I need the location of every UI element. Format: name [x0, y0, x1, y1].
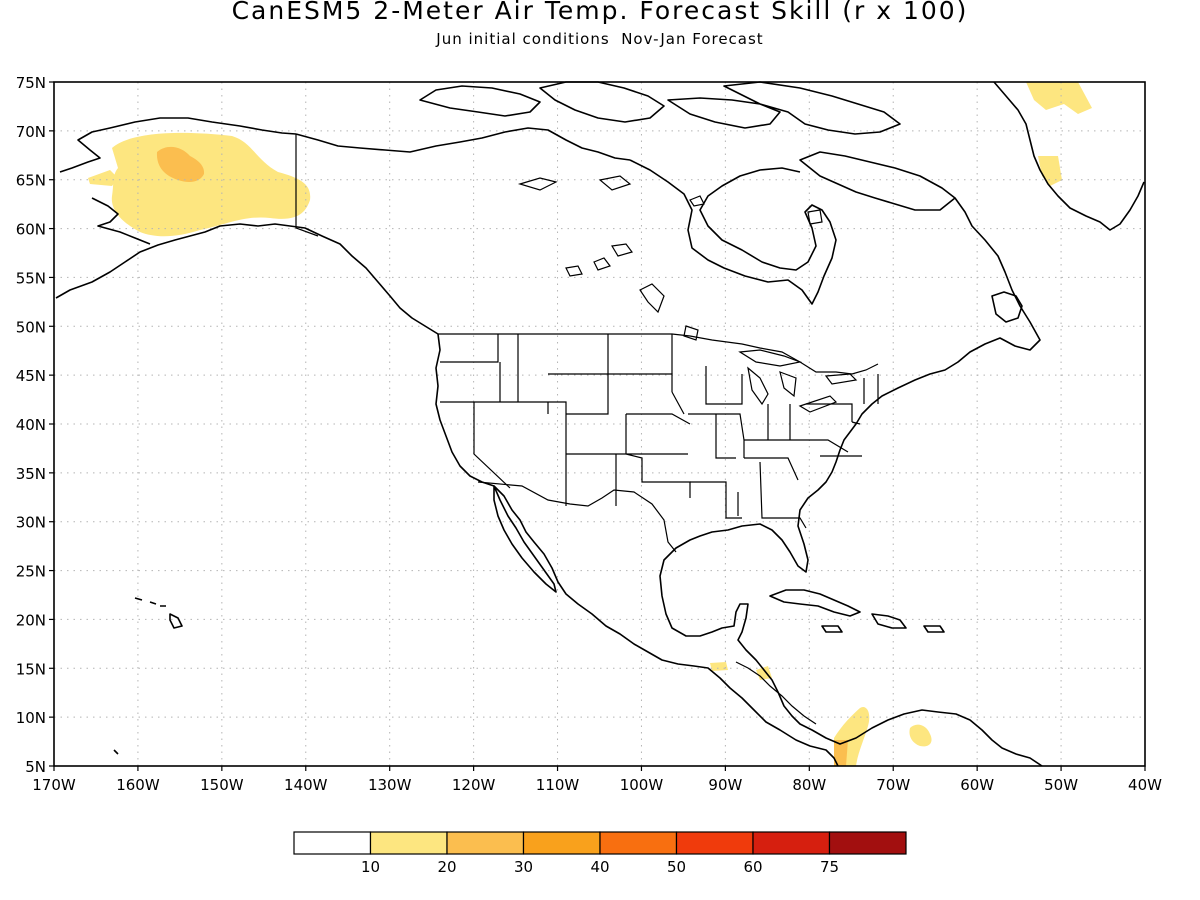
lat-tick-label: 20N: [16, 611, 46, 629]
lon-tick-label: 170W: [32, 776, 76, 794]
border-alaska-canada: [295, 134, 319, 237]
coast-labrador-atlantic: [659, 197, 1043, 767]
coast-hawaii: [113, 597, 183, 755]
lat-tick-label: 35N: [16, 465, 46, 483]
coast-alaska-west: [91, 197, 151, 245]
lat-tick-label: 5N: [25, 758, 46, 776]
lat-tick-label: 10N: [16, 709, 46, 727]
coast-newfoundland: [991, 291, 1023, 323]
lon-tick-label: 40W: [1128, 776, 1162, 794]
lon-tick-label: 140W: [284, 776, 328, 794]
colorbar-label: 75: [820, 858, 839, 876]
lon-tick-label: 60W: [960, 776, 994, 794]
skill-region-colombia-core: [834, 740, 848, 766]
lat-tick-label: 60N: [16, 221, 46, 239]
skill-region-greenland: [1026, 82, 1092, 114]
colorbar-swatch: [828, 831, 907, 855]
lat-tick-label: 15N: [16, 660, 46, 678]
chart-title: CanESM5 2-Meter Air Temp. Forecast Skill…: [231, 0, 969, 25]
colorbar-label: 60: [743, 858, 762, 876]
colorbar-swatch: [446, 831, 525, 855]
lon-tick-label: 130W: [368, 776, 412, 794]
coast-canada-arctic: [295, 81, 901, 161]
colorbar-label: 40: [590, 858, 609, 876]
coast-baffin: [799, 151, 956, 211]
coast-cuba: [769, 589, 945, 633]
skill-region-alaska-core: [156, 146, 205, 182]
lon-tick-label: 90W: [708, 776, 742, 794]
lat-tick-label: 75N: [16, 74, 46, 92]
border-us-canada: [438, 333, 879, 375]
lat-tick-label: 25N: [16, 563, 46, 581]
lon-tick-label: 110W: [536, 776, 580, 794]
lon-tick-label: 50W: [1044, 776, 1078, 794]
colorbar-swatch: [369, 831, 448, 855]
inland-water: [517, 175, 858, 413]
colorbar-swatch: [599, 831, 678, 855]
skill-region-venezuela: [909, 724, 932, 747]
chart-subtitle: Jun initial conditions Nov-Jan Forecast: [436, 30, 764, 48]
colorbar-swatch: [675, 831, 754, 855]
skill-region-alaska: [111, 132, 311, 237]
lon-tick-label: 100W: [620, 776, 664, 794]
colorbar: 10 20 30 40 50 60 75: [293, 831, 907, 876]
lat-tick-label: 50N: [16, 318, 46, 336]
colorbar-label: 30: [514, 858, 533, 876]
skill-region-alaska-west-lobe: [88, 170, 118, 186]
coast-alaska: [55, 117, 439, 335]
colorbar-swatch: [522, 831, 601, 855]
colorbar-label: 10: [361, 858, 380, 876]
coast-pacific-mexico: [435, 333, 839, 767]
longitude-ticks: 170W 160W 150W 140W 130W 120W 110W 100W 90W 80W 70…: [32, 766, 1162, 794]
coastlines: [55, 81, 1145, 767]
coast-hudson-bay: [629, 159, 837, 305]
colorbar-label: 20: [437, 858, 456, 876]
lat-tick-label: 45N: [16, 367, 46, 385]
border-central-america: [735, 661, 817, 725]
border-states-central: [671, 334, 853, 529]
lon-tick-label: 160W: [116, 776, 160, 794]
colorbar-swatch: [752, 831, 831, 855]
lon-tick-label: 120W: [452, 776, 496, 794]
skill-region-greenland-south: [1038, 156, 1062, 186]
colorbar-label: 50: [667, 858, 686, 876]
political-borders: [295, 134, 879, 725]
lat-tick-label: 40N: [16, 416, 46, 434]
coast-greenland: [993, 81, 1145, 231]
lon-tick-label: 80W: [792, 776, 826, 794]
lon-tick-label: 70W: [876, 776, 910, 794]
skill-shading: [88, 82, 1092, 766]
lon-tick-label: 150W: [200, 776, 244, 794]
lat-tick-label: 55N: [16, 269, 46, 287]
skill-region-central-america-a: [710, 662, 728, 671]
latitude-ticks: 75N 70N 65N 60N 55N 50N 45N 40N 35N 30N 25N 20N 15N 1…: [16, 74, 54, 776]
lat-tick-label: 70N: [16, 123, 46, 141]
colorbar-swatch: [293, 831, 372, 855]
lat-tick-label: 30N: [16, 514, 46, 532]
coast-baja: [493, 485, 557, 593]
lat-tick-label: 65N: [16, 172, 46, 190]
border-us-mexico: [477, 481, 677, 553]
border-states-east: [806, 374, 879, 457]
